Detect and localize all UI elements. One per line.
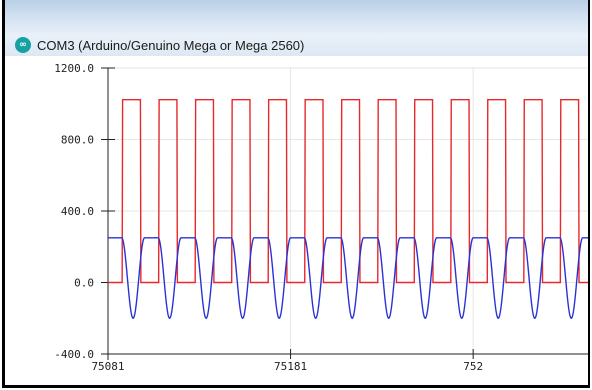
y-tick-label: 0.0 — [74, 277, 94, 290]
window-title: COM3 (Arduino/Genuino Mega or Mega 2560) — [37, 37, 305, 53]
y-tick-label: 800.0 — [61, 134, 94, 147]
x-tick-label: 752 — [463, 360, 483, 373]
x-tick-label: 75181 — [274, 360, 307, 373]
series-line-2 — [108, 237, 588, 320]
x-tick-label: 75081 — [91, 360, 124, 373]
y-tick-label: 400.0 — [61, 205, 94, 218]
series-line-1 — [108, 98, 588, 284]
y-tick-label: 1200.0 — [54, 62, 94, 75]
arduino-logo-icon: ∞ — [15, 37, 31, 53]
plot-area: 1200.0 800.0 400.0 0.0 -400.0 75081 75181 752 — [5, 56, 588, 385]
y-tick-label: -400.0 — [54, 348, 94, 361]
window-top-strip — [5, 0, 588, 34]
title-bar[interactable]: ∞ COM3 (Arduino/Genuino Mega or Mega 256… — [5, 34, 588, 56]
